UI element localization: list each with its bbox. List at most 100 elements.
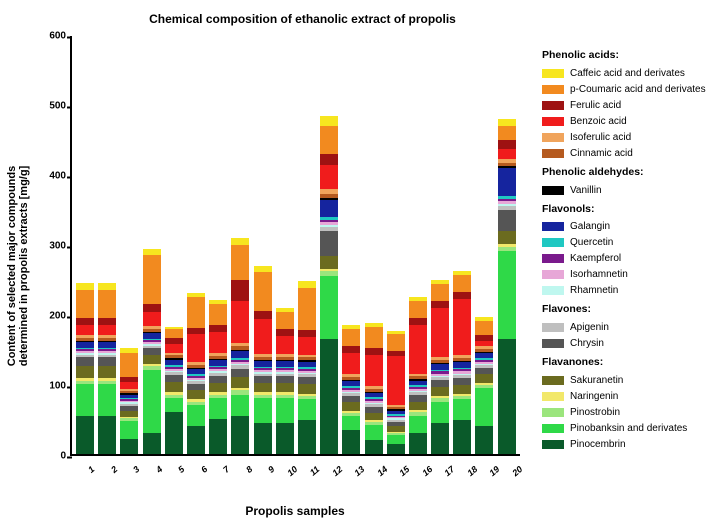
x-tick: 18 [459, 464, 479, 483]
bar-segment-pcoumaric [231, 245, 249, 280]
bar-segment-sakuranetin [298, 384, 316, 394]
legend-item: Ferulic acid [542, 98, 722, 113]
chart-title: Chemical composition of ethanolic extrac… [80, 12, 525, 26]
bar-segment-ferulic [76, 318, 94, 325]
legend-swatch [542, 69, 564, 78]
bar-segment-ferulic [98, 318, 116, 325]
bar-segment-pcoumaric [475, 321, 493, 335]
x-tick: 10 [279, 464, 299, 483]
legend-swatch [542, 408, 564, 417]
y-tick: 500 [36, 101, 66, 112]
bar-segment-sakuranetin [342, 402, 360, 410]
x-tick: 2 [99, 464, 119, 483]
bar-segment-pinocembrin [76, 416, 94, 455]
legend-label: Quercetin [570, 235, 613, 250]
bar-segment-sakuranetin [365, 413, 383, 420]
legend-swatch [542, 286, 564, 295]
x-tick: 19 [481, 464, 501, 483]
legend-label: Isoferulic acid [570, 130, 631, 145]
bar-segment-benzoic [98, 325, 116, 336]
legend-group-title: Phenolic acids: [542, 48, 722, 64]
legend-item: Benzoic acid [542, 114, 722, 129]
x-tick: 7 [211, 464, 231, 483]
bar-segment-chrysin [231, 369, 249, 377]
bar-segment-ferulic [276, 329, 294, 336]
bar-segment-benzoic [143, 312, 161, 326]
legend-label: Pinobanksin and derivates [570, 421, 687, 436]
bar-segment-pinocembrin [165, 412, 183, 454]
legend-label: Isorhamnetin [570, 267, 628, 282]
bar-segment-caffeic [298, 281, 316, 288]
legend-swatch [542, 238, 564, 247]
legend-group-title: Phenolic aldehydes: [542, 165, 722, 181]
bar-segment-benzoic [209, 332, 227, 353]
bar-segment-benzoic [298, 337, 316, 355]
legend-item: Kaempferol [542, 251, 722, 266]
bar-segment-pcoumaric [498, 126, 516, 140]
bar-segment-pinocembrin [231, 416, 249, 455]
plot-area: 0100200300400500600 [70, 36, 520, 456]
bar-segment-pinobanksin [498, 251, 516, 339]
bar-segment-pinobanksin [143, 370, 161, 433]
bar-column [254, 266, 272, 454]
legend-label: Galangin [570, 219, 610, 234]
bar-segment-benzoic [387, 356, 405, 405]
bar-segment-pcoumaric [320, 126, 338, 154]
bar-segment-chrysin [143, 348, 161, 355]
bar-segment-pcoumaric [76, 290, 94, 318]
bar-segment-ferulic [320, 154, 338, 165]
bar-segment-pinobanksin [254, 398, 272, 423]
bar-segment-pinobanksin [231, 395, 249, 416]
bar-segment-galangin [320, 200, 338, 218]
y-tick: 300 [36, 241, 66, 252]
bar-segment-sakuranetin [431, 387, 449, 396]
bar-column [209, 300, 227, 454]
bar-column [320, 116, 338, 454]
bar-segment-benzoic [365, 355, 383, 387]
x-tick: 12 [324, 464, 344, 483]
bar-column [387, 331, 405, 454]
bar-segment-chrysin [320, 231, 338, 256]
bar-segment-pinocembrin [143, 433, 161, 454]
bar-segment-sakuranetin [187, 390, 205, 399]
x-axis-label: Propolis samples [70, 504, 520, 518]
legend-group-title: Flavonols: [542, 202, 722, 218]
bar-segment-ferulic [453, 292, 471, 299]
bar-segment-pinocembrin [475, 426, 493, 454]
bar-segment-benzoic [187, 334, 205, 362]
y-axis-label: Content of selected major compoundsdeter… [6, 126, 30, 406]
bar-segment-pinobanksin [365, 425, 383, 440]
bar-segment-pinobanksin [320, 276, 338, 339]
legend-label: Pinostrobin [570, 405, 620, 420]
bar-segment-caffeic [498, 119, 516, 126]
bar-segment-sakuranetin [276, 383, 294, 392]
bar-segment-pinocembrin [431, 423, 449, 455]
bar-segment-sakuranetin [453, 385, 471, 394]
x-tick: 5 [166, 464, 186, 483]
legend-swatch [542, 186, 564, 195]
legend-label: Rhamnetin [570, 283, 618, 298]
bar-segment-sakuranetin [231, 377, 249, 388]
bar-segment-chrysin [254, 376, 272, 383]
bar-segment-chrysin [453, 378, 471, 385]
bar-segment-sakuranetin [209, 383, 227, 393]
bar-segment-sakuranetin [143, 355, 161, 363]
bar-column [76, 283, 94, 454]
bar-column [276, 308, 294, 454]
bar-segment-chrysin [498, 210, 516, 231]
bar-segment-pcoumaric [165, 329, 183, 337]
bar-segment-pcoumaric [143, 255, 161, 304]
bar-column [475, 317, 493, 454]
bar-segment-pinocembrin [187, 426, 205, 454]
legend-swatch [542, 376, 564, 385]
bars-container [72, 36, 520, 454]
x-tick: 6 [189, 464, 209, 483]
bar-segment-pinobanksin [120, 421, 138, 439]
bar-segment-galangin [498, 168, 516, 196]
bar-segment-benzoic [254, 319, 272, 354]
legend-label: Sakuranetin [570, 373, 623, 388]
bar-segment-pcoumaric [431, 284, 449, 302]
bar-segment-pcoumaric [453, 275, 471, 293]
bar-segment-pcoumaric [276, 312, 294, 330]
legend-item: Quercetin [542, 235, 722, 250]
